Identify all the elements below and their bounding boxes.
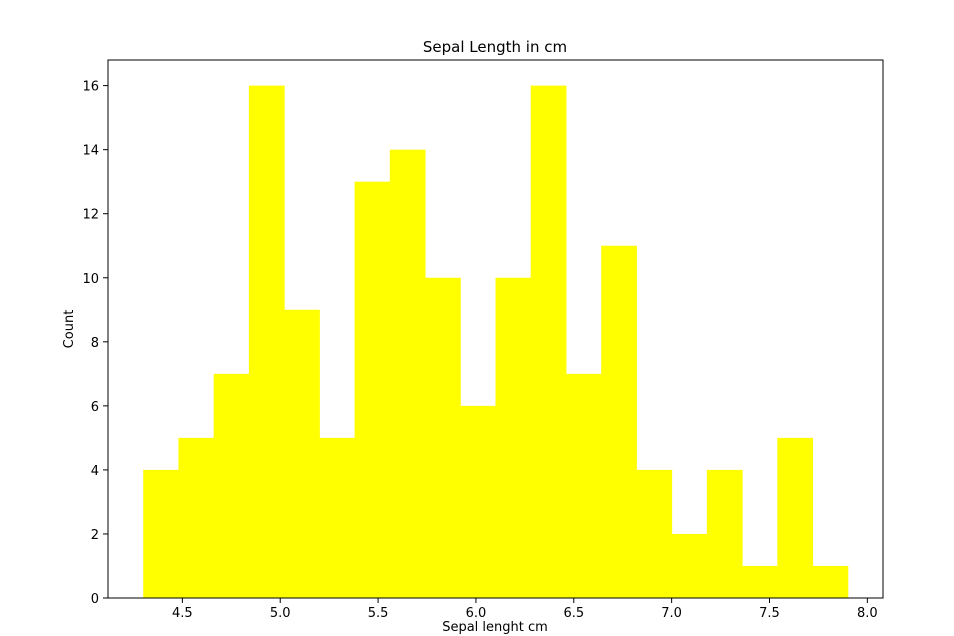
histogram-bar — [601, 245, 637, 598]
y-tick-label: 2 — [91, 528, 99, 543]
histogram-bar — [143, 469, 179, 598]
histogram-bar — [812, 565, 849, 598]
histogram-bar — [389, 149, 426, 598]
y-tick-label: 14 — [82, 144, 99, 159]
x-tick-label: 7.0 — [661, 606, 682, 621]
x-tick-label: 4.5 — [172, 606, 193, 621]
histogram-bar — [354, 181, 391, 598]
x-tick-label: 6.0 — [466, 606, 487, 621]
histogram-bar — [213, 373, 250, 598]
y-tick-label: 6 — [91, 400, 99, 415]
histogram-bar — [706, 469, 743, 598]
y-tick-label: 8 — [91, 336, 99, 351]
y-tick-label: 16 — [82, 80, 99, 95]
histogram-bar — [495, 277, 532, 598]
plot-frame — [107, 59, 884, 599]
histogram-bar — [671, 533, 708, 598]
x-tick-label: 5.0 — [270, 606, 291, 621]
y-tick-label: 12 — [82, 208, 99, 223]
y-axis-title: Count — [62, 310, 77, 349]
histogram-bar — [777, 437, 814, 598]
x-tick-label: 5.5 — [368, 606, 389, 621]
x-tick-label: 8.0 — [857, 606, 878, 621]
histogram-bar — [248, 85, 285, 599]
y-tick-label: 10 — [82, 272, 99, 287]
x-tick-label: 7.5 — [759, 606, 780, 621]
histogram-bar — [178, 437, 215, 598]
histogram-bar — [284, 309, 320, 598]
histogram-bar — [530, 85, 567, 599]
x-axis-ticks: 4.5 5.0 5.5 6.0 6.5 7.0 7.5 8.0 — [172, 598, 878, 621]
y-tick-label: 0 — [91, 592, 99, 607]
y-tick-label: 4 — [91, 464, 99, 479]
histogram-bar — [565, 373, 602, 598]
x-tick-label: 6.5 — [563, 606, 584, 621]
chart-title: Sepal Length in cm — [423, 38, 567, 56]
histogram-bar — [425, 277, 461, 598]
histogram-bar — [636, 469, 673, 598]
histogram-bar — [460, 405, 496, 598]
histogram-bar — [319, 437, 356, 598]
histogram-bar — [742, 565, 778, 598]
x-axis-title: Sepal lenght cm — [442, 620, 548, 635]
bars-group — [143, 85, 849, 599]
y-axis-ticks: 0 2 4 6 8 10 12 14 16 — [82, 80, 108, 607]
